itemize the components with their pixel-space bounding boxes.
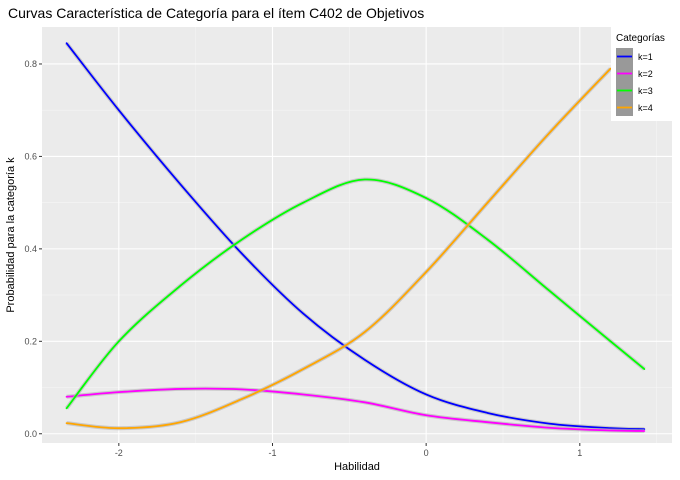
series-layer [65, 41, 646, 433]
series-line-k=3 [65, 178, 646, 410]
series-line-k=4 [65, 67, 612, 430]
y-tick-label: 0.8 [24, 59, 37, 69]
x-tick-label: 1 [577, 448, 582, 458]
legend-label-k=3: k=3 [638, 86, 653, 96]
plot-panel [42, 27, 672, 443]
y-axis-ticks: 0.0 0.2 0.4 0.6 0.8 [24, 59, 42, 439]
legend: Categorías k=1 k=2 k=3 k=4 [611, 27, 672, 121]
series-line-k=1 [65, 42, 646, 431]
chart-title: Curvas Característica de Categoría para … [8, 5, 424, 21]
legend-label-k=2: k=2 [638, 69, 653, 79]
series-line-k=2 [65, 387, 646, 432]
x-tick-label: 0 [424, 448, 429, 458]
x-axis-ticks: -2 -1 0 1 [115, 443, 582, 458]
x-axis-label: Habilidad [334, 461, 380, 473]
legend-items: k=1 k=2 k=3 k=4 [616, 48, 653, 116]
y-tick-label: 0.0 [24, 429, 37, 439]
y-tick-label: 0.6 [24, 151, 37, 161]
grid-major [42, 27, 672, 443]
y-tick-label: 0.4 [24, 244, 37, 254]
legend-label-k=4: k=4 [638, 103, 653, 113]
legend-title: Categorías [616, 33, 665, 44]
legend-label-k=1: k=1 [638, 52, 653, 62]
x-tick-label: -2 [115, 448, 123, 458]
x-tick-label: -1 [268, 448, 276, 458]
y-tick-label: 0.2 [24, 336, 37, 346]
y-axis-label: Probabilidad para la categoría k [5, 157, 17, 313]
